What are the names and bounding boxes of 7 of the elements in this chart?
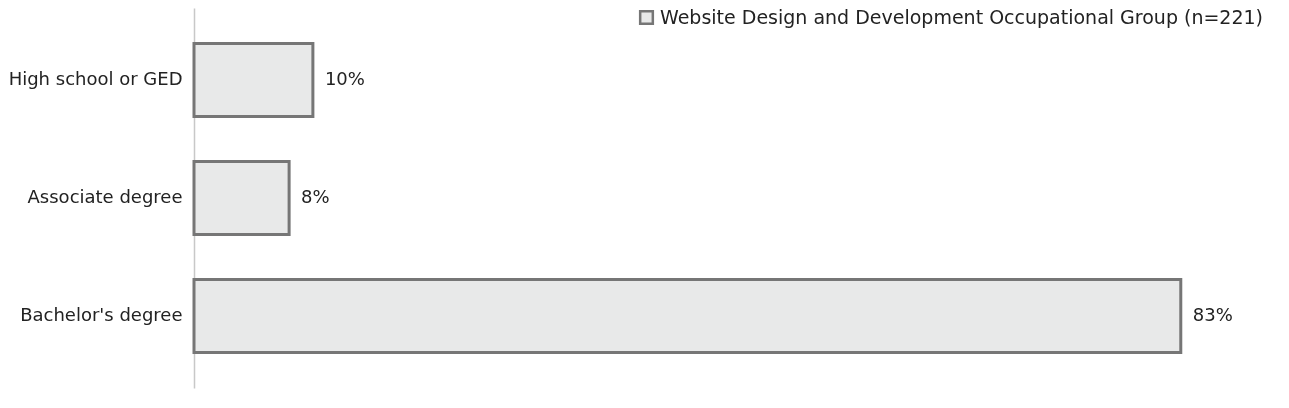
- y-tick-label: High school or GED: [8, 67, 183, 89]
- legend-label: Website Design and Development Occupational Group (n=221): [660, 5, 1264, 28]
- data-label: 10%: [324, 67, 365, 89]
- data-label: 8%: [301, 186, 330, 207]
- data-label: 83%: [1192, 304, 1233, 326]
- y-tick-label: Bachelor's degree: [20, 304, 183, 326]
- y-tick-label: Associate degree: [27, 186, 183, 207]
